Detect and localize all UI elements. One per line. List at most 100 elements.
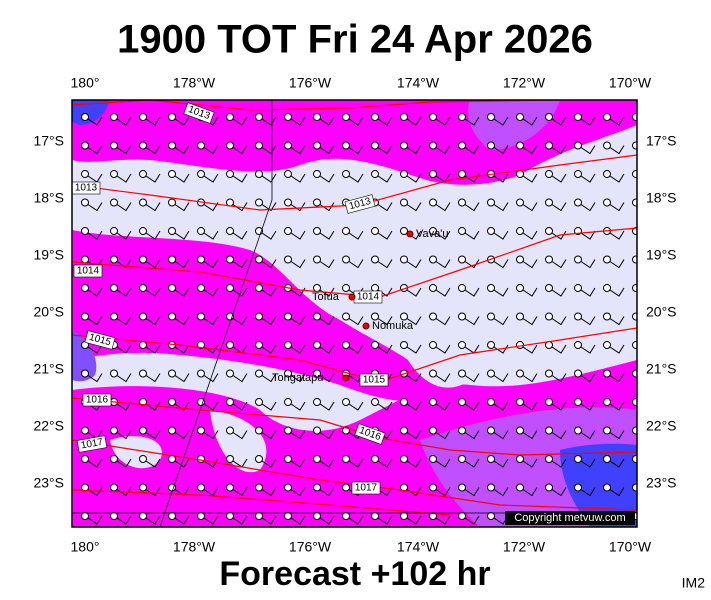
barb xyxy=(519,458,538,468)
barb xyxy=(461,145,480,155)
barb-station xyxy=(574,141,582,150)
barb-station xyxy=(632,113,637,121)
barb-station xyxy=(371,398,379,406)
barb-station xyxy=(139,312,147,321)
latitude-label: 19°S xyxy=(33,247,64,263)
barb xyxy=(142,259,161,269)
barb xyxy=(577,287,596,297)
barb xyxy=(461,458,480,468)
barb-station xyxy=(197,170,205,178)
barb xyxy=(519,287,538,297)
barb xyxy=(113,202,132,212)
barb-station xyxy=(284,398,292,406)
barb xyxy=(374,515,393,525)
barb-station xyxy=(632,141,637,150)
axis-labels: 180° 180° 178°W 178°W 176°W 176°W 174°W 174°W 17… xyxy=(33,75,676,555)
barb-station xyxy=(168,227,176,235)
barb-station xyxy=(197,512,205,520)
barb-station xyxy=(371,113,379,121)
barb-station xyxy=(168,398,176,406)
barb xyxy=(171,373,190,383)
place-marker xyxy=(406,230,414,238)
barb-station xyxy=(516,483,524,492)
barb xyxy=(635,458,637,461)
barb-station xyxy=(110,255,118,264)
barb xyxy=(461,487,480,497)
barb xyxy=(258,515,277,525)
barb xyxy=(84,230,103,240)
barb-station xyxy=(429,398,437,406)
barb-station xyxy=(284,512,292,520)
place-label: Tofua xyxy=(312,291,340,303)
barb-station xyxy=(516,369,524,378)
barb-station xyxy=(139,341,147,349)
barb-station xyxy=(458,198,466,207)
barb xyxy=(200,401,219,411)
barb xyxy=(345,316,364,326)
barb-station xyxy=(487,398,495,406)
place-label: Nomuka xyxy=(372,320,414,332)
barb xyxy=(548,344,567,354)
latitude-label: 18°S xyxy=(33,190,64,206)
barb xyxy=(548,145,567,155)
barb-station xyxy=(516,284,524,292)
barb-station xyxy=(139,284,147,292)
barb xyxy=(258,287,277,297)
barb-station xyxy=(458,426,466,435)
barb xyxy=(577,373,596,383)
barb xyxy=(432,287,451,297)
barb-station xyxy=(81,284,89,292)
barb-station xyxy=(429,170,437,178)
barb xyxy=(287,173,306,183)
barb-station xyxy=(458,284,466,292)
barb-station xyxy=(255,312,263,321)
barb xyxy=(374,458,393,468)
barb-station xyxy=(197,255,205,264)
latitude-label: 18°S xyxy=(646,190,677,206)
barb xyxy=(519,487,538,497)
barb-station xyxy=(342,170,350,178)
barb xyxy=(519,316,538,326)
barb-station xyxy=(110,426,118,435)
barb-station xyxy=(284,369,292,378)
barb xyxy=(316,116,335,126)
barb xyxy=(606,401,625,411)
date-line xyxy=(159,199,273,527)
barb-station xyxy=(429,141,437,150)
barb-station xyxy=(110,312,118,321)
barb-station xyxy=(603,341,611,349)
barb-station xyxy=(168,426,176,435)
barb xyxy=(345,173,364,183)
barb-station xyxy=(110,198,118,207)
isobar-label-text: 1013 xyxy=(75,183,98,194)
barb xyxy=(142,458,161,468)
isobar-label: 1015 xyxy=(84,330,116,350)
barb xyxy=(229,230,248,240)
barb xyxy=(200,173,219,183)
barb xyxy=(84,515,103,525)
barb-station xyxy=(429,369,437,378)
barb-station xyxy=(487,483,495,492)
barb-station xyxy=(110,284,118,292)
barb-station xyxy=(110,141,118,150)
barb xyxy=(577,487,596,497)
barb-station xyxy=(255,141,263,150)
barb xyxy=(258,487,277,497)
barb-station xyxy=(313,398,321,406)
barb xyxy=(403,316,422,326)
barb xyxy=(171,259,190,269)
barb-station xyxy=(487,113,495,121)
barb-station xyxy=(574,369,582,378)
barb xyxy=(229,487,248,497)
barb xyxy=(432,458,451,468)
barb-station xyxy=(255,398,263,406)
barb xyxy=(374,401,393,411)
barb xyxy=(84,344,103,354)
barb xyxy=(548,316,567,326)
barb-station xyxy=(603,398,611,406)
barb-station xyxy=(255,198,263,207)
barb-station xyxy=(371,255,379,264)
barb xyxy=(316,259,335,269)
barb xyxy=(490,401,509,411)
